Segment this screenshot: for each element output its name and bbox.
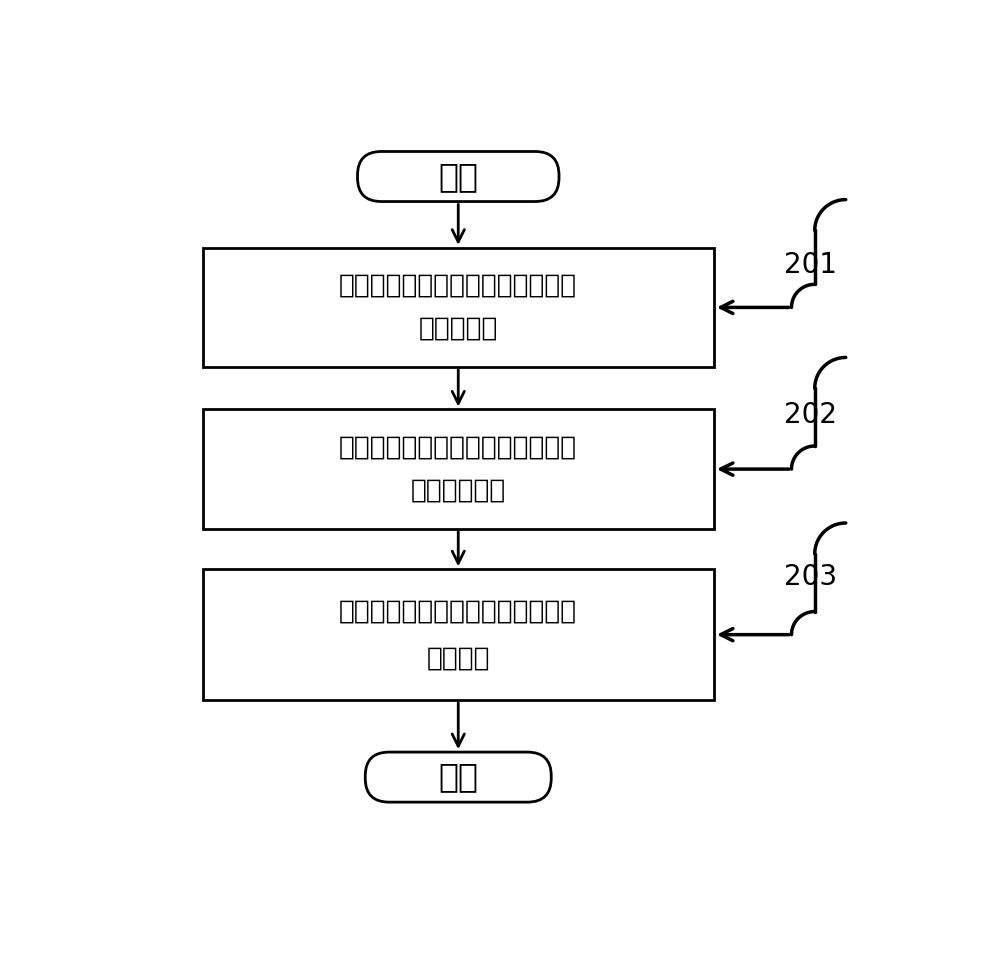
Text: 开始: 开始 [438,160,478,193]
Text: 的离散点数: 的离散点数 [419,316,498,342]
Text: 根据精度要求，确定两点间的索段: 根据精度要求，确定两点间的索段 [339,273,577,299]
Bar [202,569,714,700]
Bar [202,248,714,367]
Text: 结束: 结束 [438,761,478,793]
Text: 201: 201 [784,251,837,279]
FancyBboxPatch shape [365,752,551,802]
Text: 点坐标値: 点坐标値 [426,645,490,671]
Text: 202: 202 [784,401,837,429]
Text: 影面上的直线: 影面上的直线 [411,477,506,503]
FancyBboxPatch shape [358,151,559,201]
Bar [202,410,714,529]
Text: 根据离散点数，等分索段在水平投: 根据离散点数，等分索段在水平投 [339,435,577,461]
Text: 利用曲面方程，计算曲面索段的节: 利用曲面方程，计算曲面索段的节 [339,598,577,624]
Text: 203: 203 [784,563,837,591]
